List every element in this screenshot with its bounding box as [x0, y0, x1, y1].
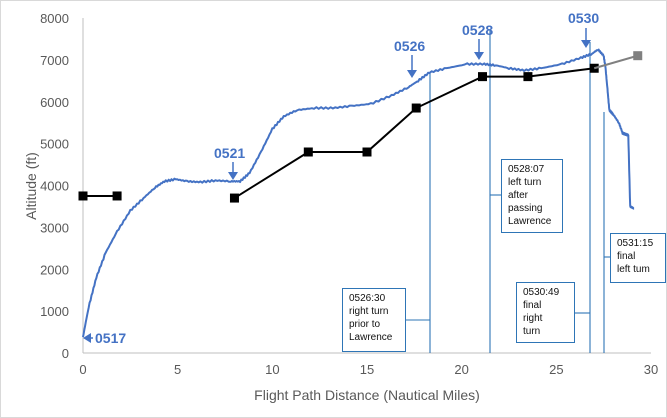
time-label-0517: 0517 — [95, 330, 126, 346]
annotation-line: 0526:30 — [349, 293, 386, 304]
y-tick-labels: 0 1000 2000 3000 4000 5000 6000 7000 8000 — [40, 11, 69, 361]
annotation-0530-49: 0530:49 final right turn — [516, 282, 575, 343]
annotation-line: 0531:15 — [617, 238, 654, 249]
annotation-line: turn — [523, 326, 541, 337]
y-axis-title: Altitude (ft) — [23, 152, 39, 220]
radar-marker — [523, 72, 533, 82]
x-tick-label: 10 — [265, 362, 279, 377]
y-tick-label: 6000 — [40, 95, 69, 110]
annotation-line: final — [523, 300, 542, 311]
annotation-line: prior to — [349, 319, 381, 330]
radar-marker — [112, 191, 122, 201]
annotation-line: 0530:49 — [523, 287, 560, 298]
radar-marker — [633, 51, 643, 61]
x-axis-title: Flight Path Distance (Nautical Miles) — [254, 387, 480, 403]
x-tick-label: 5 — [174, 362, 181, 377]
time-label-0530: 0530 — [568, 10, 599, 26]
annotation-0531-15: 0531:15 final left tum — [610, 233, 666, 283]
annotation-line: final — [617, 251, 636, 262]
y-tick-label: 1000 — [40, 304, 69, 319]
y-tick-label: 8000 — [40, 11, 69, 26]
time-label-0521: 0521 — [214, 145, 245, 161]
radar-line — [593, 54, 639, 70]
annotation-line: 0528:07 — [508, 164, 545, 175]
annotation-line: passing — [508, 203, 543, 214]
x-tick-label: 20 — [454, 362, 468, 377]
arrow-down-icon — [228, 162, 238, 180]
y-tick-label: 2000 — [40, 262, 69, 277]
time-label-0528: 0528 — [462, 22, 493, 38]
radar-marker — [229, 193, 239, 203]
annotation-line: left turn — [508, 177, 542, 188]
y-tick-label: 5000 — [40, 137, 69, 152]
radar-marker — [303, 147, 313, 157]
radar-marker — [362, 147, 372, 157]
x-tick-label: 15 — [360, 362, 374, 377]
x-tick-label: 25 — [549, 362, 563, 377]
annotation-0528-07: 0528:07 left turn after passing Lawrence — [501, 159, 563, 233]
y-tick-label: 4000 — [40, 179, 69, 194]
axes — [82, 18, 651, 354]
flight-track-line — [82, 48, 635, 338]
annotation-line: right — [523, 313, 543, 324]
radar-marker — [477, 72, 487, 82]
time-arrows — [83, 28, 591, 343]
y-tick-label: 7000 — [40, 53, 69, 68]
annotation-line: Lawrence — [349, 332, 393, 343]
time-labels: 0517 0521 0526 0528 0530 — [95, 10, 599, 346]
radar-marker — [78, 191, 88, 201]
annotation-leader-lines — [406, 30, 610, 353]
annotation-line: left tum — [617, 264, 650, 275]
arrow-left-icon — [83, 333, 93, 343]
arrow-down-icon — [581, 28, 591, 48]
time-label-0526: 0526 — [394, 38, 425, 54]
annotation-line: after — [508, 190, 529, 201]
radar-marker — [411, 103, 421, 113]
radar-series — [78, 51, 643, 203]
annotation-0526-30: 0526:30 right turn prior to Lawrence — [342, 288, 406, 352]
annotation-line: right turn — [349, 306, 389, 317]
x-tick-label: 30 — [644, 362, 658, 377]
y-tick-label: 3000 — [40, 220, 69, 235]
x-tick-labels: 0 5 10 15 20 25 30 — [79, 362, 658, 377]
arrow-down-icon — [407, 55, 417, 78]
arrow-down-icon — [474, 39, 484, 60]
y-tick-label: 0 — [62, 346, 69, 361]
annotation-line: Lawrence — [508, 216, 552, 227]
x-tick-label: 0 — [79, 362, 86, 377]
